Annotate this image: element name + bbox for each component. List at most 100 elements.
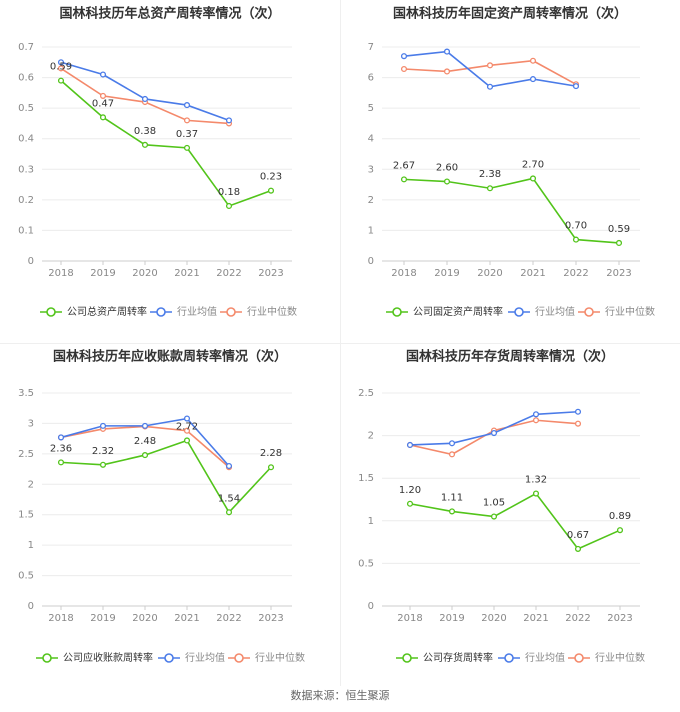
legend-marker-company: [42, 653, 52, 663]
data-point-company: [572, 236, 580, 243]
data-point-company: [99, 114, 107, 121]
y-tick-label: 3: [368, 164, 374, 175]
y-tick-label: 0.1: [18, 225, 34, 236]
chart-4: 国林科技历年存货周转率情况（次） 0 0.5 1 1.5 2 2.5 2018 2019 2020…: [358, 349, 645, 665]
data-label: 2.72: [176, 421, 198, 432]
x-tick-label: 2023: [606, 268, 631, 279]
data-point-company: [490, 513, 498, 520]
y-tick-label: 2: [368, 431, 374, 442]
legend-label-company: 公司应收账款周转率: [63, 651, 153, 664]
data-point-company: [267, 464, 275, 471]
x-tick-label: 2019: [90, 268, 115, 279]
data-point-avg: [183, 102, 191, 109]
data-point-median: [400, 65, 408, 73]
chart-title: 国林科技历年固定资产周转率情况（次）: [393, 6, 627, 22]
data-label: 2.67: [393, 160, 415, 171]
data-point-avg: [57, 434, 65, 441]
data-label: 2.32: [92, 446, 114, 457]
data-label: 2.60: [436, 163, 458, 174]
y-tick-label: 1.5: [358, 473, 374, 484]
x-tick-label: 2020: [481, 613, 506, 624]
series-line-avg: [403, 50, 577, 88]
series-line-median: [60, 67, 230, 125]
chart-title: 国林科技历年存货周转率情况（次）: [406, 349, 614, 365]
legend-label-avg: 行业均值: [177, 305, 217, 318]
chart-title: 国林科技历年应收账款周转率情况（次）: [53, 349, 287, 365]
data-point-median: [574, 420, 582, 427]
data-label: 0.38: [134, 126, 156, 137]
x-tick-label: 2022: [216, 613, 241, 624]
legend-marker-company: [392, 307, 402, 317]
data-point-company: [99, 461, 107, 468]
chart-3: 国林科技历年应收账款周转率情况（次） 0 0.5 1 1.5 2 2.5 3 3.5 2018 20…: [18, 349, 305, 665]
y-tick-label: 0: [368, 601, 374, 612]
data-point-company: [400, 176, 408, 183]
y-tick-label: 2.5: [18, 449, 34, 460]
y-tick-label: 0.5: [18, 571, 34, 582]
legend-label-median: 行业中位数: [247, 305, 297, 318]
legend-marker-company: [46, 307, 56, 317]
y-tick-label: 3: [28, 418, 34, 429]
legend-marker-median: [584, 307, 594, 317]
data-point-company: [529, 175, 537, 182]
data-point-median: [183, 427, 191, 434]
x-tick-label: 2020: [132, 613, 157, 624]
data-label: 0.59: [608, 224, 630, 235]
horizontal-divider: [0, 343, 680, 344]
legend-label-avg: 行业均值: [525, 651, 565, 664]
x-tick-label: 2018: [48, 613, 73, 624]
legend-label-avg: 行业均值: [185, 651, 225, 664]
y-tick-label: 2.5: [358, 388, 374, 399]
chart-1: 国林科技历年总资产周转率情况（次） 0 0.1 0.2 0.3 0.4 0.5 0.6 0.7 2…: [18, 6, 297, 319]
data-point-median: [443, 68, 451, 75]
legend-marker-median: [226, 307, 236, 317]
legend-marker-avg: [164, 653, 174, 663]
x-tick-label: 2019: [439, 613, 464, 624]
data-label: 0.18: [218, 187, 240, 198]
data-label: 1.32: [525, 475, 547, 486]
data-label: 1.54: [218, 493, 240, 504]
data-point-avg: [99, 422, 107, 429]
legend-label-avg: 行业均值: [535, 305, 575, 318]
legend-marker-avg: [156, 307, 166, 317]
data-label: 0.47: [92, 98, 114, 109]
data-point-avg: [486, 83, 494, 90]
data-label: 1.20: [399, 485, 421, 496]
data-point-median: [486, 62, 494, 69]
data-label: 2.38: [479, 169, 501, 180]
y-tick-label: 6: [368, 73, 374, 84]
data-point-company: [57, 459, 65, 466]
x-tick-label: 2018: [48, 268, 73, 279]
data-point-median: [57, 65, 65, 72]
data-point-company: [616, 527, 624, 534]
source-note: 数据来源：恒生聚源: [290, 689, 390, 702]
data-point-avg: [490, 429, 498, 437]
legend-marker-avg: [504, 653, 514, 663]
data-point-company: [141, 452, 149, 459]
legend-label-company: 公司固定资产周转率: [413, 305, 503, 318]
legend-label-company: 公司存货周转率: [423, 651, 493, 664]
data-point-avg: [443, 48, 451, 55]
x-tick-label: 2021: [523, 613, 548, 624]
y-tick-label: 3.5: [18, 388, 34, 399]
x-tick-label: 2023: [607, 613, 632, 624]
data-label: 0.59: [50, 62, 72, 73]
data-label: 2.36: [50, 443, 72, 454]
legend-marker-median: [574, 653, 584, 663]
data-point-company: [267, 187, 275, 194]
data-point-avg: [574, 408, 582, 415]
y-tick-label: 1: [368, 225, 374, 236]
data-point-avg: [572, 83, 580, 90]
y-tick-label: 0.2: [18, 195, 34, 206]
data-point-company: [225, 202, 233, 210]
x-tick-label: 2021: [174, 268, 199, 279]
data-point-company: [183, 437, 191, 444]
data-label: 2.28: [260, 448, 282, 459]
y-tick-label: 0: [28, 601, 34, 612]
legend-label-median: 行业中位数: [595, 651, 645, 664]
data-label: 0.89: [609, 511, 631, 522]
x-tick-label: 2022: [216, 268, 241, 279]
data-point-company: [574, 545, 582, 552]
y-tick-label: 4: [368, 134, 374, 145]
series-line-company: [60, 439, 272, 514]
